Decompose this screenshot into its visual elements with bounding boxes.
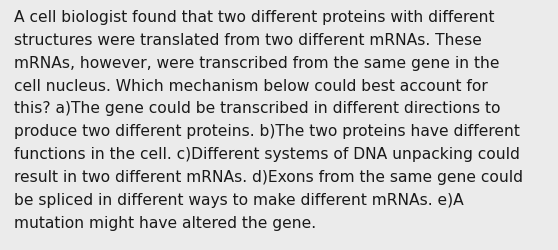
Text: be spliced in different ways to make different mRNAs. e)A: be spliced in different ways to make dif… xyxy=(14,192,464,207)
Text: mRNAs, however, were transcribed from the same gene in the: mRNAs, however, were transcribed from th… xyxy=(14,56,499,70)
Text: mutation might have altered the gene.: mutation might have altered the gene. xyxy=(14,215,316,230)
Text: functions in the cell. c)Different systems of DNA unpacking could: functions in the cell. c)Different syste… xyxy=(14,146,520,162)
Text: this? a)The gene could be transcribed in different directions to: this? a)The gene could be transcribed in… xyxy=(14,101,501,116)
Text: cell nucleus. Which mechanism below could best account for: cell nucleus. Which mechanism below coul… xyxy=(14,78,488,93)
Text: produce two different proteins. b)The two proteins have different: produce two different proteins. b)The tw… xyxy=(14,124,520,139)
Text: structures were translated from two different mRNAs. These: structures were translated from two diff… xyxy=(14,33,482,48)
Text: A cell biologist found that two different proteins with different: A cell biologist found that two differen… xyxy=(14,10,494,25)
Text: result in two different mRNAs. d)Exons from the same gene could: result in two different mRNAs. d)Exons f… xyxy=(14,169,523,184)
